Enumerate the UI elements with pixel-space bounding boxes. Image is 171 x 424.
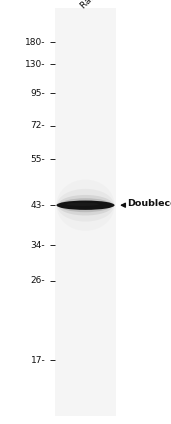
Ellipse shape: [57, 189, 114, 222]
Text: Rat Brain: Rat Brain: [79, 0, 115, 11]
Text: Doublecortin: Doublecortin: [127, 199, 171, 208]
Ellipse shape: [56, 201, 115, 210]
Text: 43-: 43-: [31, 201, 45, 210]
Ellipse shape: [67, 203, 98, 206]
Ellipse shape: [56, 180, 115, 231]
Ellipse shape: [59, 198, 112, 212]
Ellipse shape: [58, 195, 113, 215]
Text: 180-: 180-: [25, 38, 45, 47]
Text: 130-: 130-: [25, 60, 45, 69]
Text: 95-: 95-: [31, 89, 45, 98]
Text: 72-: 72-: [31, 121, 45, 131]
Bar: [55, 8, 116, 416]
Text: 17-: 17-: [31, 356, 45, 365]
Text: 55-: 55-: [31, 155, 45, 164]
Text: 26-: 26-: [31, 276, 45, 285]
Text: 34-: 34-: [31, 240, 45, 250]
